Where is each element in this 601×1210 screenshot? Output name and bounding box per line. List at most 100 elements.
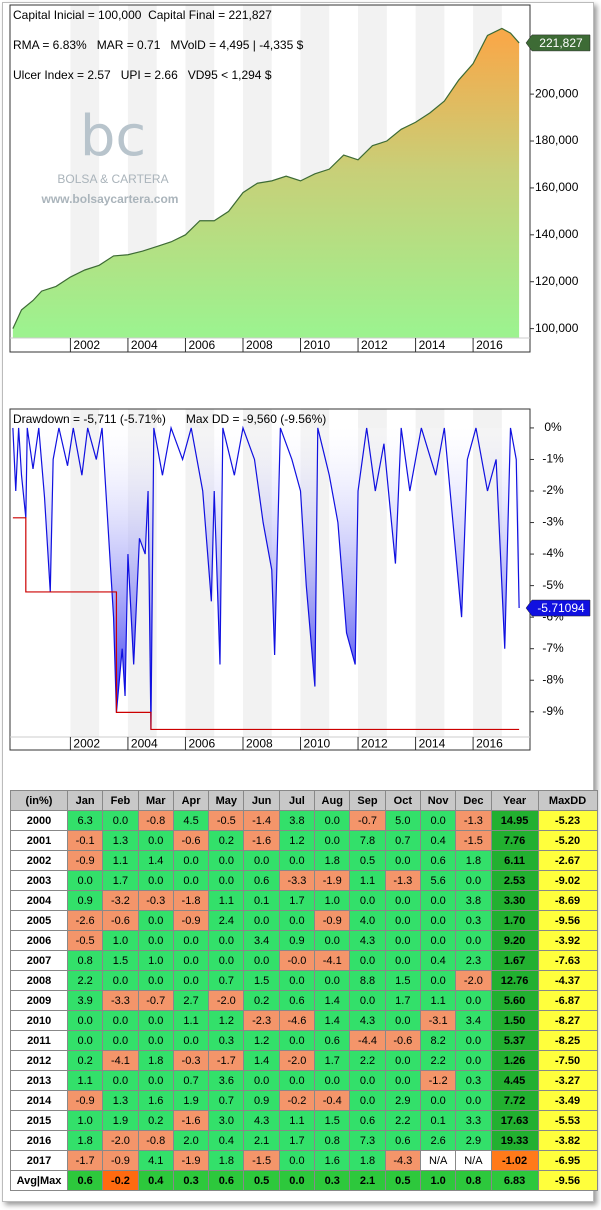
- table-cell: -1.4: [243, 810, 280, 831]
- table-cell: 0.4: [208, 1130, 245, 1151]
- table-cell: 1.8: [137, 1050, 174, 1071]
- table-cell: 1.2: [243, 1030, 280, 1051]
- x-tick-label: 2014: [419, 338, 446, 352]
- table-cell: -4.1: [314, 950, 351, 971]
- table-cell: 2.9: [384, 1090, 421, 1111]
- table-cell: 0.0: [419, 890, 457, 911]
- row-label: 2006: [10, 930, 68, 951]
- table-cell: 0.0: [455, 1030, 492, 1051]
- table-cell: -6.87: [537, 990, 598, 1011]
- table-cell: 1.1: [278, 1110, 316, 1131]
- table-cell: 0.0: [384, 930, 421, 951]
- table-cell: 0.0: [172, 850, 210, 871]
- table-cell: 2.2: [66, 970, 104, 991]
- table-cell: 0.0: [172, 1030, 210, 1051]
- table-cell: 0.0: [137, 970, 174, 991]
- table-cell: 0.0: [455, 990, 492, 1011]
- table-cell: 0.0: [102, 1070, 139, 1091]
- table-row: 2006 -0.5 1.0 0.0 0.0 0.0 3.4 0.9 0.0 4.3 0.0 0.0 0.…: [10, 930, 598, 951]
- table-cell: 8.2: [419, 1030, 457, 1051]
- table-cell: 1.1: [419, 990, 457, 1011]
- table-cell: 0.0: [455, 930, 492, 951]
- table-cell: 1.7: [384, 990, 421, 1011]
- table-cell: 0.0: [278, 1170, 316, 1191]
- table-cell: 1.1: [208, 890, 245, 911]
- table-cell: -1.9: [172, 1150, 210, 1171]
- table-cell: 0.0: [137, 910, 174, 931]
- x-tick-label: 2016: [476, 737, 503, 751]
- table-cell: 1.6: [314, 1150, 351, 1171]
- table-cell: -0.9: [102, 1150, 139, 1171]
- table-cell: 0.0: [419, 930, 457, 951]
- table-cell: 0.2: [243, 990, 280, 1011]
- row-label: 2005: [10, 910, 68, 931]
- table-cell: 0.2: [137, 1110, 174, 1131]
- header-cell: Apr: [172, 790, 210, 811]
- table-cell: 7.3: [349, 1130, 386, 1151]
- table-cell: -5.53: [537, 1110, 598, 1131]
- table-cell: 0.6: [384, 1130, 421, 1151]
- table-cell: -1.3: [455, 810, 492, 831]
- table-cell: 0.5: [384, 1170, 421, 1191]
- table-cell: -4.4: [349, 1030, 386, 1051]
- table-cell: -4.37: [537, 970, 598, 991]
- table-cell: -1.2: [419, 1070, 457, 1091]
- table-cell: 2.7: [172, 990, 210, 1011]
- y-tick-label: 180,000: [535, 133, 579, 147]
- x-tick-label: 2012: [361, 737, 388, 751]
- row-label: 2001: [10, 830, 68, 851]
- table-cell: 1.4: [314, 990, 351, 1011]
- x-tick-label: 2008: [246, 737, 273, 751]
- y-tick-label: -1%: [542, 452, 564, 466]
- table-cell: 0.0: [243, 910, 280, 931]
- year-band: [415, 409, 445, 737]
- table-row: 2002 -0.9 1.1 1.4 0.0 0.0 0.0 0.0 1.8 0.5 0.0 0.6 1.…: [10, 850, 598, 871]
- table-row: 2004 0.9 -3.2 -0.3 -1.8 1.1 0.1 1.7 1.0 0.0 0.0 0.0…: [10, 890, 598, 911]
- table-cell: 0.0: [137, 870, 174, 891]
- table-cell: 0.3: [208, 1030, 245, 1051]
- table-cell: 0.0: [208, 870, 245, 891]
- row-label: 2004: [10, 890, 68, 911]
- table-cell: 0.3: [455, 1070, 492, 1091]
- table-cell: 1.4: [243, 1050, 280, 1071]
- table-cell: 3.8: [278, 810, 316, 831]
- table-cell: 4.3: [349, 1010, 386, 1031]
- table-cell: 7.72: [490, 1090, 539, 1111]
- table-cell: -7.63: [537, 950, 598, 971]
- table-cell: -2.0: [208, 990, 245, 1011]
- x-tick-label: 2008: [246, 338, 273, 352]
- table-cell: 3.30: [490, 890, 539, 911]
- table-cell: 0.0: [208, 950, 245, 971]
- table-cell: 1.8: [66, 1130, 104, 1151]
- y-tick-label: -7%: [542, 641, 564, 655]
- table-cell: 1.8: [314, 850, 351, 871]
- table-cell: 0.0: [455, 1050, 492, 1071]
- row-label: 2011: [10, 1030, 68, 1051]
- header-cell: Aug: [314, 790, 351, 811]
- watermark-url: www.bolsaycartera.com: [41, 192, 179, 206]
- table-cell: -2.3: [243, 1010, 280, 1031]
- table-cell: 0.8: [455, 1170, 492, 1191]
- table-cell: 0.6: [349, 1110, 386, 1131]
- table-cell: 0.0: [137, 1010, 174, 1031]
- table-cell: -2.6: [66, 910, 104, 931]
- table-cell: 0.0: [314, 970, 351, 991]
- table-cell: 1.5: [243, 970, 280, 991]
- table-cell: 1.8: [349, 1150, 386, 1171]
- end-label: 221,827: [539, 36, 583, 50]
- table-cell: -4.6: [278, 1010, 316, 1031]
- row-label: 2010: [10, 1010, 68, 1031]
- row-label: 2003: [10, 870, 68, 891]
- table-cell: 1.1: [66, 1070, 104, 1091]
- table-cell: 1.0: [102, 930, 139, 951]
- y-tick-label: 100,000: [535, 321, 579, 335]
- table-cell: -0.6: [172, 830, 210, 851]
- table-cell: 0.0: [66, 1030, 104, 1051]
- table-cell: 0.6: [208, 1170, 245, 1191]
- table-cell: 2.2: [419, 1050, 457, 1071]
- table-row: 2009 3.9 -3.3 -0.7 2.7 -2.0 0.2 0.6 1.4 0.0 1.7 1.1…: [10, 990, 598, 1011]
- table-cell: 0.0: [384, 1070, 421, 1091]
- x-tick-label: 2002: [73, 338, 100, 352]
- table-cell: 0.1: [419, 1110, 457, 1131]
- table-cell: 0.4: [419, 830, 457, 851]
